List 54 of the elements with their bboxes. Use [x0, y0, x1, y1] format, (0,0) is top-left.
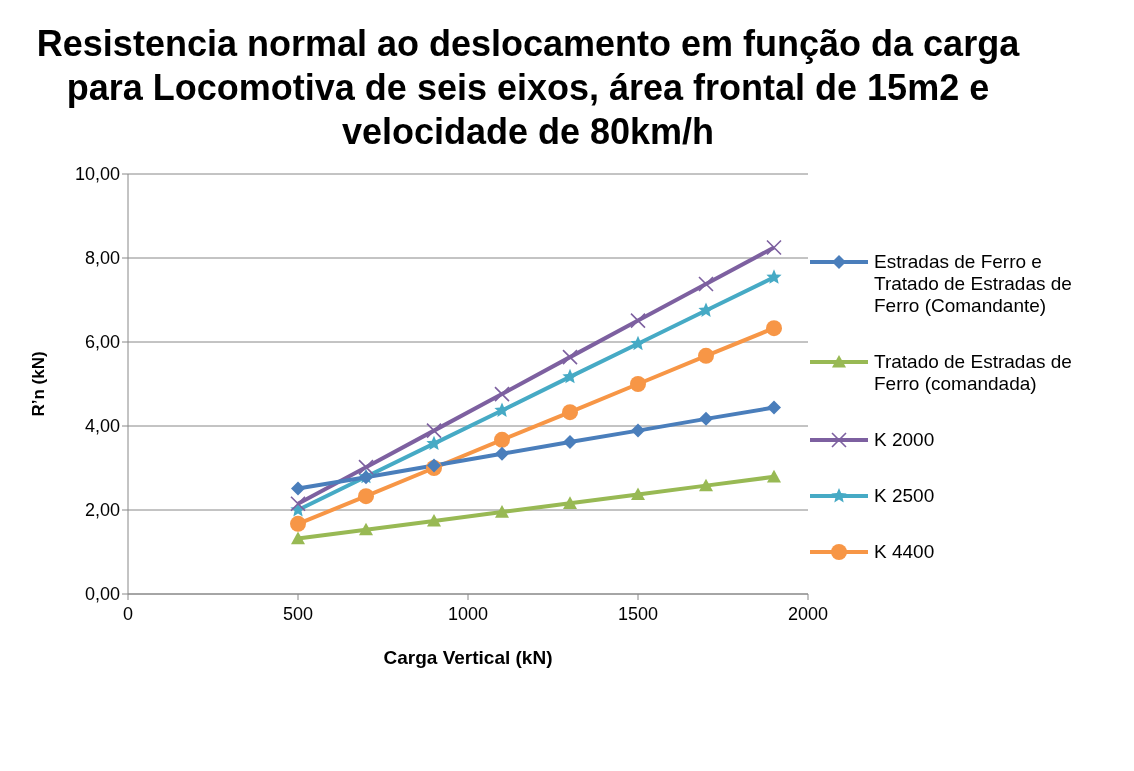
point — [630, 335, 646, 351]
x-tick-label: 0 — [122, 604, 134, 624]
y-axis-title: R’n (kN) — [29, 351, 49, 417]
point — [290, 515, 306, 532]
point — [699, 411, 713, 426]
point — [290, 495, 306, 512]
x-tick-label: 500 — [282, 604, 314, 624]
point — [631, 487, 645, 501]
point — [766, 320, 782, 337]
point — [563, 434, 577, 449]
point — [495, 446, 509, 461]
x-axis-title: Carga Vertical (kN) — [383, 647, 553, 668]
y-tick-label: 6,00 — [84, 332, 120, 353]
point — [698, 276, 714, 292]
point — [562, 368, 578, 384]
point — [291, 481, 305, 496]
point — [562, 349, 578, 365]
x-tick-label: 2000 — [787, 604, 829, 624]
point — [358, 459, 374, 475]
point — [630, 312, 646, 329]
legend-label: Estradas de Ferro e Tratado de Estradas de Ferro (Comandante) — [874, 251, 1073, 317]
point — [494, 386, 510, 402]
legend-label: K 2000 — [874, 429, 935, 451]
point — [427, 513, 441, 527]
legend-label: Tratado de Estradas de Ferro (comandada) — [874, 351, 1073, 395]
y-tick-label: 10,00 — [74, 164, 120, 185]
point — [495, 505, 509, 518]
x-tick-label: 1500 — [617, 604, 659, 624]
y-tick-label: 8,00 — [84, 248, 120, 269]
point — [291, 531, 305, 545]
point — [766, 239, 782, 256]
x-tick-label: 1000 — [447, 604, 489, 624]
point — [563, 496, 577, 509]
point — [358, 488, 374, 505]
point — [698, 302, 714, 317]
point — [767, 400, 781, 415]
point — [426, 435, 442, 451]
point — [494, 431, 510, 448]
point — [630, 376, 646, 392]
point — [766, 269, 782, 284]
chart-title: Resistencia normal ao deslocamento em função da carga para Locomotiva de seis eixos, área frontal de 15m2 e velocidade de 80km/h — [35, 22, 1021, 154]
y-tick-label: 4,00 — [84, 416, 120, 437]
point — [562, 404, 578, 421]
y-tick-label: 0,00 — [84, 584, 120, 605]
point — [426, 422, 442, 439]
point — [698, 347, 714, 364]
point — [699, 478, 713, 492]
point — [767, 469, 781, 483]
point — [494, 402, 510, 417]
point — [631, 423, 645, 438]
point — [359, 522, 373, 536]
legend-label: K 4400 — [874, 541, 935, 563]
legend-label: K 2500 — [874, 485, 935, 507]
y-tick-label: 2,00 — [84, 500, 120, 521]
